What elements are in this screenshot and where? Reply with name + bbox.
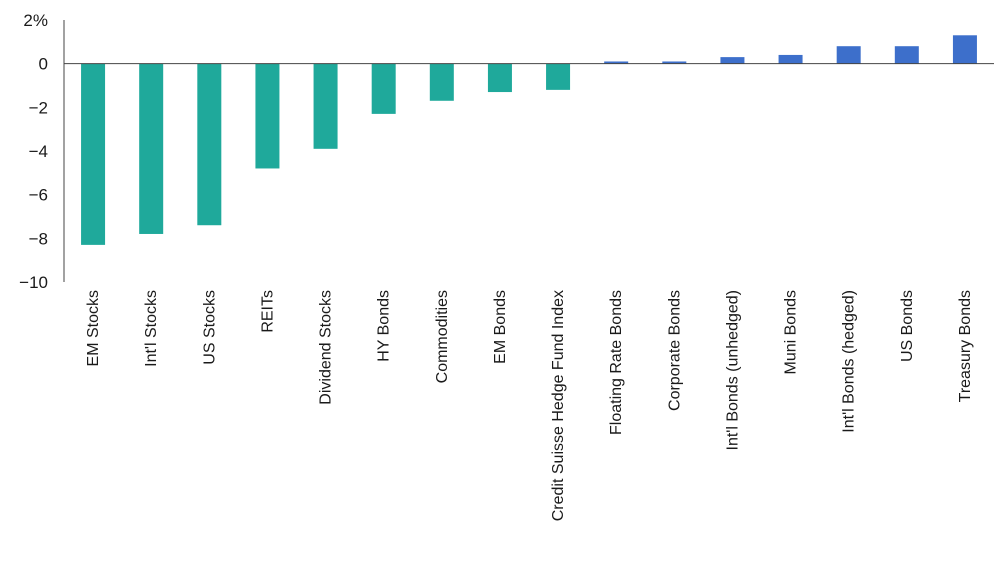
x-tick-label: EM Stocks [85,290,102,366]
y-tick-label: −4 [29,142,48,161]
bar [81,63,106,245]
bar [952,35,977,64]
y-tick-label: −10 [19,273,48,292]
y-tick-label: −2 [29,98,48,117]
bars [81,35,977,245]
y-tick-label: 2% [23,11,48,30]
y-axis: 2% 0 −2 −4 −6 −8 −10 [19,11,65,292]
bar [836,46,861,64]
x-tick-label: Commodities [434,290,451,383]
y-tick-label: −6 [29,186,48,205]
x-axis: EM Stocks Int'l Stocks US Stocks REITs Divid… [85,290,974,521]
x-tick-label: REITs [259,290,276,333]
bar [778,54,803,64]
bar [662,61,687,64]
x-tick-label: Muni Bonds [783,290,800,375]
x-tick-label: Floating Rate Bonds [608,290,625,435]
x-tick-label: Corporate Bonds [666,290,683,411]
bar [604,61,629,64]
x-tick-label: HY Bonds [376,290,393,362]
bar [197,63,222,226]
x-tick-label: Int'l Bonds (hedged) [841,290,858,433]
bar [429,63,454,101]
x-tick-label: EM Bonds [492,290,509,364]
bar [487,63,512,93]
bar [139,63,164,234]
x-tick-label: Dividend Stocks [318,290,335,405]
bar [894,46,919,64]
x-tick-label: US Stocks [201,290,218,365]
x-tick-label: Int'l Stocks [143,290,160,367]
y-tick-label: −8 [29,229,48,248]
bar [313,63,338,149]
x-tick-label: Int'l Bonds (unhedged) [724,290,741,451]
x-tick-label: Treasury Bonds [957,290,974,402]
x-tick-label: Credit Suisse Hedge Fund Index [550,290,567,521]
bar [720,57,745,64]
bar [371,63,396,114]
y-tick-label: 0 [39,55,48,74]
bar [255,63,280,169]
bar [546,63,571,90]
x-tick-label: US Bonds [899,290,916,362]
